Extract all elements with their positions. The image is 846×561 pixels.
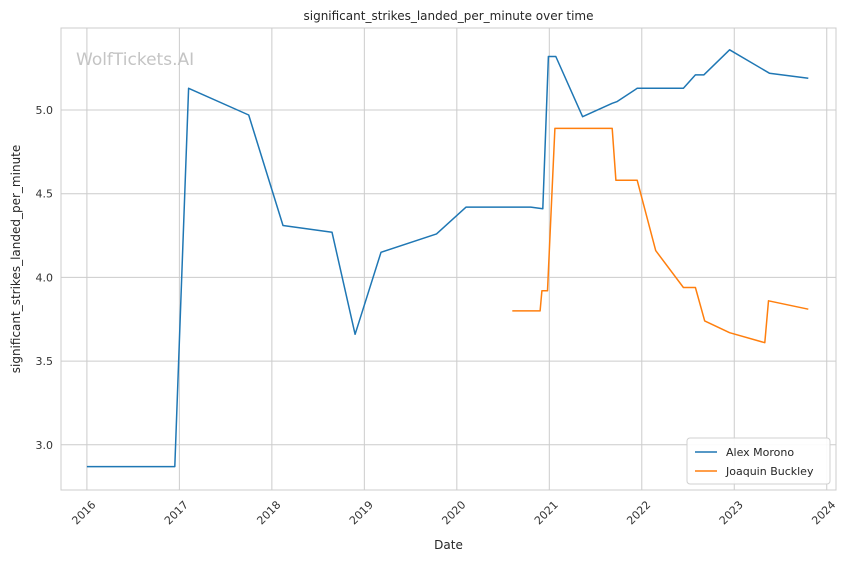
series-lines xyxy=(86,49,809,468)
x-tick-label: 2023 xyxy=(717,498,746,527)
y-tick-label: 5.0 xyxy=(36,104,54,117)
x-tick-label: 2016 xyxy=(69,498,98,527)
x-tick-label: 2022 xyxy=(624,498,653,527)
x-tick-label: 2020 xyxy=(439,498,468,527)
plot-area xyxy=(60,27,837,491)
legend-label: Alex Morono xyxy=(726,446,794,459)
x-tick-label: 2017 xyxy=(162,498,191,527)
series-line-0 xyxy=(86,49,809,468)
y-tick-label: 3.5 xyxy=(36,355,54,368)
x-tick-label: 2021 xyxy=(532,498,561,527)
y-axis: 3.0 3.5 4.0 4.5 5.0 xyxy=(36,104,54,452)
y-tick-label: 4.5 xyxy=(36,188,54,201)
series-line-1 xyxy=(512,127,809,344)
x-axis: 2016 2017 2018 2019 2020 2021 2022 2023 2024 xyxy=(69,498,838,527)
legend-label: Joaquin Buckley xyxy=(725,465,814,478)
y-tick-label: 4.0 xyxy=(36,271,54,284)
legend-box xyxy=(686,437,831,485)
x-tick-label: 2019 xyxy=(347,498,376,527)
y-tick-label: 3.0 xyxy=(36,439,54,452)
chart-title: significant_strikes_landed_per_minute ov… xyxy=(303,9,593,23)
y-axis-label: significant_strikes_landed_per_minute xyxy=(9,145,23,374)
legend: Alex Morono Joaquin Buckley xyxy=(686,437,831,485)
x-tick-label: 2024 xyxy=(809,498,838,527)
x-tick-label: 2018 xyxy=(254,498,283,527)
x-axis-label: Date xyxy=(434,538,463,552)
watermark-text: WolfTickets.AI xyxy=(76,50,194,70)
